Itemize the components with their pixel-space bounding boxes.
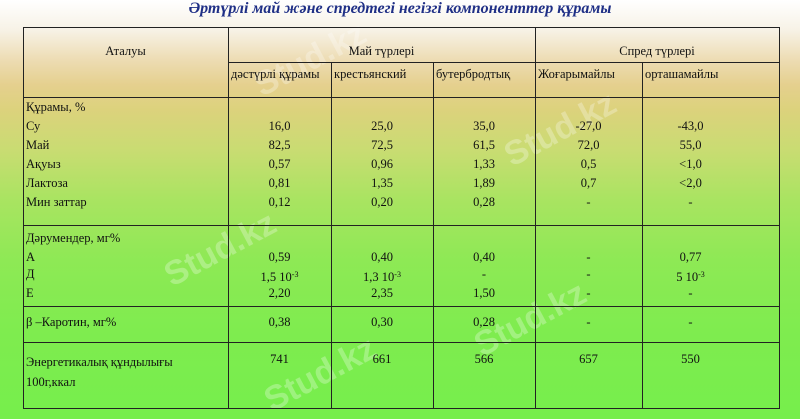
cell: -: [688, 315, 693, 329]
cell: 35,0: [473, 119, 495, 133]
header-col-3: бутербродтық: [436, 67, 511, 81]
cell: -: [688, 286, 693, 300]
cell: 0,7: [580, 176, 597, 190]
row-label: β –Каротин, мг%: [26, 315, 117, 329]
section-heading-vitamins: Дәрумендер, мг%: [26, 231, 121, 245]
cell: 1,5 10-3: [260, 270, 299, 284]
cell: -43,0: [677, 119, 704, 133]
cell: 661: [372, 352, 392, 366]
header-col-4: Жоғарымайлы: [538, 67, 615, 81]
cell: 72,5: [371, 138, 393, 152]
header-col-5: орташамайлы: [645, 67, 719, 81]
cell: <1,0: [679, 157, 702, 171]
cell: 0,5: [580, 157, 597, 171]
cell: 25,0: [371, 119, 393, 133]
cell: 1,3 10-3: [363, 270, 401, 284]
cell: 566: [474, 352, 494, 366]
cell: 1,33: [473, 157, 495, 171]
cell: 72,0: [577, 138, 600, 152]
row-label: Д: [26, 267, 35, 281]
row-label: Су: [26, 119, 41, 133]
row-label: А: [26, 250, 36, 264]
cell: 5 10-3: [676, 270, 705, 284]
header-butter-group: Май түрлері: [348, 44, 415, 58]
cell: -: [688, 195, 693, 209]
cell: 0,59: [268, 250, 291, 264]
cell: 0,57: [268, 157, 291, 171]
cell: -: [586, 250, 591, 264]
row-label: Май: [26, 138, 50, 152]
cell: <2,0: [679, 176, 702, 190]
cell: -: [481, 267, 487, 281]
section-heading-composition: Құрамы, %: [26, 100, 86, 114]
row-label: Энергетикалық құндылығы 100г,ккал: [26, 355, 173, 389]
row-label: Ақуыз: [26, 157, 61, 171]
cell: -: [586, 315, 591, 329]
cell: -: [586, 286, 591, 300]
cell: 0,28: [473, 195, 495, 209]
row-label: Мин заттар: [26, 195, 87, 209]
cell: 0,96: [371, 157, 393, 171]
header-spread-group: Спред түрлері: [619, 44, 695, 58]
row-label: Е: [26, 286, 34, 300]
header-col-2: крестьянский: [334, 67, 407, 81]
cell: 1,89: [473, 176, 495, 190]
cell: 741: [270, 352, 289, 366]
cell: 0,12: [268, 195, 291, 209]
page-title: Әртүрлі май және спредтегі негізгі компо…: [188, 0, 612, 17]
cell: -27,0: [575, 119, 602, 133]
cell: -: [586, 195, 591, 209]
cell: 0,30: [371, 315, 393, 329]
header-name-col: Аталуы: [105, 44, 146, 58]
header-col-1: дәстүрлі құрамы: [231, 67, 320, 81]
cell: 1,50: [473, 286, 495, 300]
cell: 0,38: [268, 315, 291, 329]
cell: 61,5: [473, 138, 495, 152]
cell: 0,81: [268, 176, 291, 190]
cell: 0,20: [371, 195, 393, 209]
cell: 0,40: [371, 250, 393, 264]
cell: 16,0: [268, 119, 291, 133]
cell: 1,35: [371, 176, 393, 190]
cell: -: [586, 267, 591, 281]
cell: 2,20: [268, 286, 291, 300]
cell: 0,77: [679, 250, 702, 264]
cell: 55,0: [679, 138, 702, 152]
cell: 2,35: [371, 286, 393, 300]
cell: 550: [681, 352, 700, 366]
row-label: Лактоза: [26, 176, 68, 190]
cell: 82,5: [268, 138, 291, 152]
cell: 0,28: [473, 315, 495, 329]
cell: 0,40: [473, 250, 495, 264]
cell: 657: [579, 352, 598, 366]
